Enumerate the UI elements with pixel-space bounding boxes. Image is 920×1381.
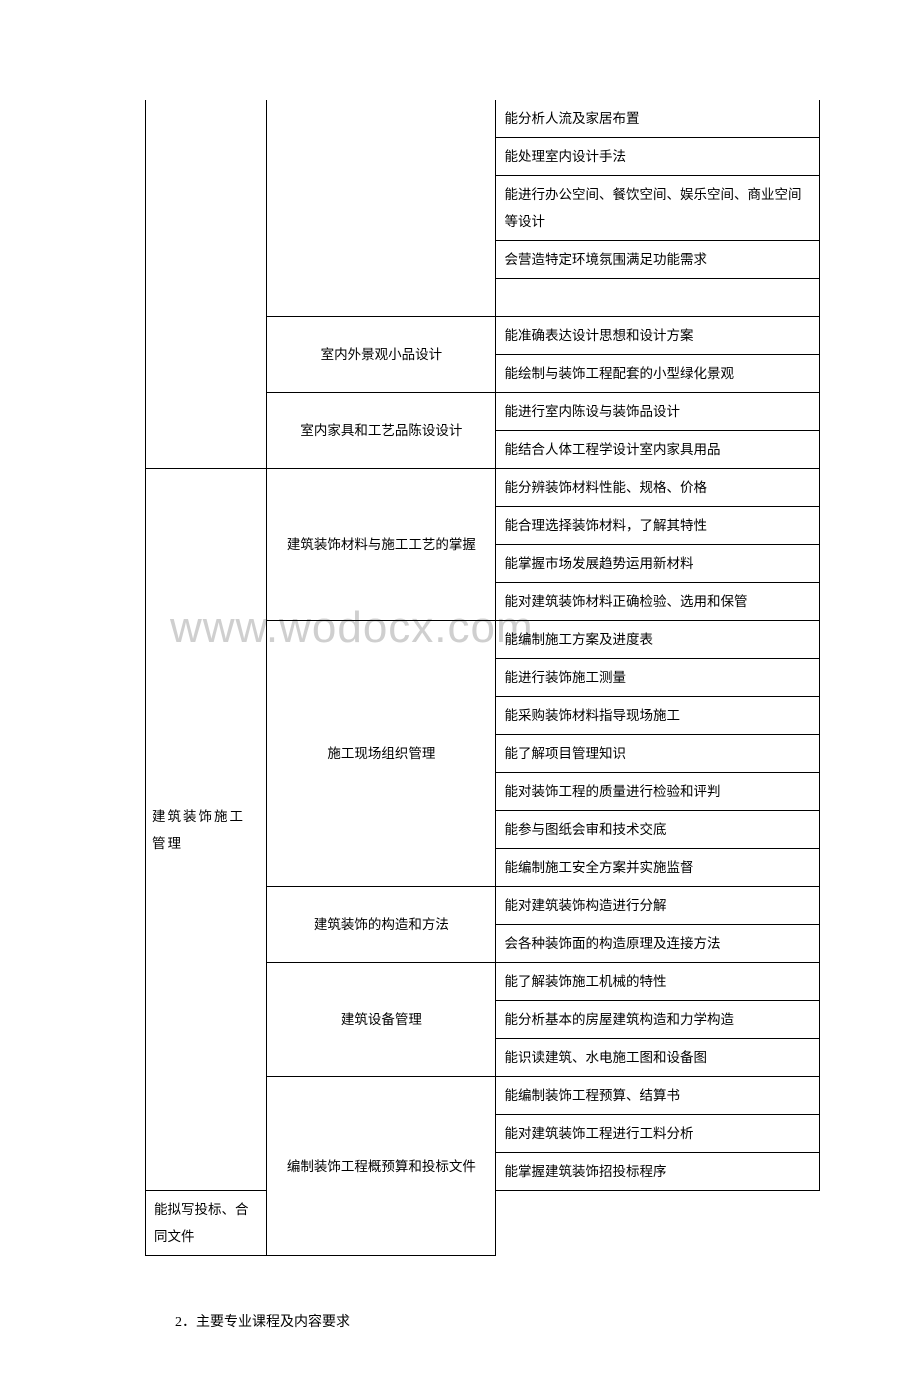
- subcategory-cell: 建筑装饰的构造和方法: [267, 887, 496, 963]
- subcategory-cell: [267, 100, 496, 317]
- category-cell: 建筑装饰施工管理: [146, 469, 267, 1191]
- detail-cell: 能分析基本的房屋建筑构造和力学构造: [496, 1001, 820, 1039]
- detail-cell: 能拟写投标、合同文件: [146, 1191, 267, 1256]
- detail-cell: 能掌握建筑装饰招投标程序: [496, 1153, 820, 1191]
- detail-cell: 能了解装饰施工机械的特性: [496, 963, 820, 1001]
- detail-cell: 会营造特定环境氛围满足功能需求: [496, 241, 820, 279]
- detail-cell: 能对建筑装饰构造进行分解: [496, 887, 820, 925]
- detail-cell: 能进行室内陈设与装饰品设计: [496, 393, 820, 431]
- detail-cell: 能结合人体工程学设计室内家具用品: [496, 431, 820, 469]
- detail-cell: 能进行办公空间、餐饮空间、娱乐空间、商业空间等设计: [496, 176, 820, 241]
- detail-cell: 能对建筑装饰工程进行工料分析: [496, 1115, 820, 1153]
- category-cell: [146, 100, 267, 469]
- detail-cell: 能绘制与装饰工程配套的小型绿化景观: [496, 355, 820, 393]
- detail-cell: 会各种装饰面的构造原理及连接方法: [496, 925, 820, 963]
- detail-cell: 能采购装饰材料指导现场施工: [496, 697, 820, 735]
- detail-cell: 能准确表达设计思想和设计方案: [496, 317, 820, 355]
- detail-cell: 能识读建筑、水电施工图和设备图: [496, 1039, 820, 1077]
- detail-cell: 能了解项目管理知识: [496, 735, 820, 773]
- detail-cell: 能掌握市场发展趋势运用新材料: [496, 545, 820, 583]
- subcategory-cell: 施工现场组织管理: [267, 621, 496, 887]
- detail-cell: 能参与图纸会审和技术交底: [496, 811, 820, 849]
- subcategory-cell: 编制装饰工程概预算和投标文件: [267, 1077, 496, 1256]
- footer-note: 2．主要专业课程及内容要求: [145, 1311, 820, 1331]
- detail-cell: 能编制施工安全方案并实施监督: [496, 849, 820, 887]
- detail-cell: 能处理室内设计手法: [496, 138, 820, 176]
- detail-cell: 能编制装饰工程预算、结算书: [496, 1077, 820, 1115]
- subcategory-cell: 室内家具和工艺品陈设设计: [267, 393, 496, 469]
- detail-cell: 能合理选择装饰材料，了解其特性: [496, 507, 820, 545]
- subcategory-cell: 建筑设备管理: [267, 963, 496, 1077]
- detail-cell: 能对建筑装饰材料正确检验、选用和保管: [496, 583, 820, 621]
- subcategory-cell: 建筑装饰材料与施工工艺的掌握: [267, 469, 496, 621]
- detail-cell: 能对装饰工程的质量进行检验和评判: [496, 773, 820, 811]
- detail-cell: 能进行装饰施工测量: [496, 659, 820, 697]
- detail-cell: 能分辨装饰材料性能、规格、价格: [496, 469, 820, 507]
- content-table: 能分析人流及家居布置能处理室内设计手法能进行办公空间、餐饮空间、娱乐空间、商业空…: [145, 100, 820, 1256]
- detail-cell: 能编制施工方案及进度表: [496, 621, 820, 659]
- detail-cell: [496, 279, 820, 317]
- subcategory-cell: 室内外景观小品设计: [267, 317, 496, 393]
- detail-cell: 能分析人流及家居布置: [496, 100, 820, 138]
